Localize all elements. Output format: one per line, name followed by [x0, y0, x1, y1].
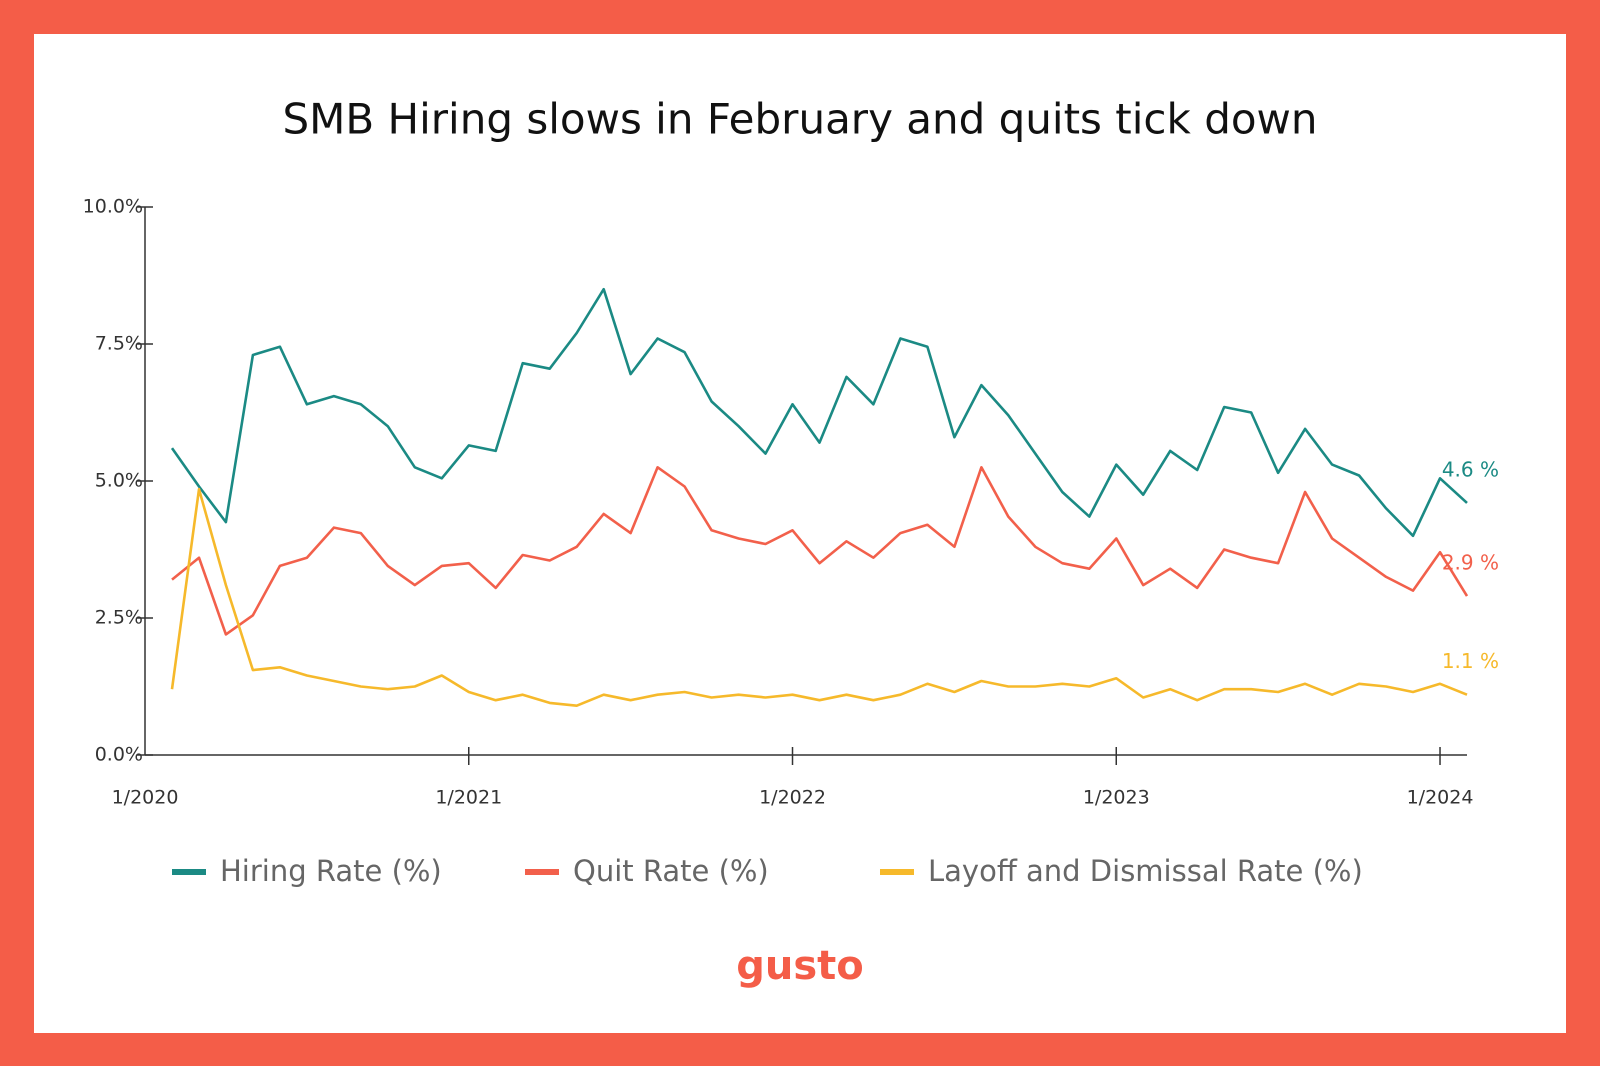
- legend-label: Hiring Rate (%): [220, 854, 442, 888]
- legend-swatch: [525, 869, 559, 875]
- brand-logo: gusto: [736, 943, 864, 989]
- x-tick-label: 1/2024: [1407, 787, 1474, 809]
- end-label: 1.1 %: [1442, 649, 1499, 673]
- y-tick-label: 5.0%: [95, 470, 143, 492]
- end-label: 4.6 %: [1442, 457, 1499, 481]
- x-tick-label: 1/2023: [1083, 787, 1150, 809]
- x-tick-label: 1/2022: [759, 787, 826, 809]
- y-tick-label: 0.0%: [95, 744, 143, 766]
- chart-title: SMB Hiring slows in February and quits t…: [282, 95, 1317, 144]
- y-tick-label: 2.5%: [95, 607, 143, 629]
- legend-swatch: [172, 869, 206, 875]
- legend-label: Quit Rate (%): [573, 854, 769, 888]
- y-tick-label: 10.0%: [83, 196, 143, 218]
- x-tick-label: 1/2020: [112, 787, 179, 809]
- series-line: [170, 487, 1468, 707]
- series-line: [170, 287, 1468, 538]
- end-label: 2.9 %: [1442, 551, 1499, 575]
- panel: [34, 34, 1566, 1033]
- legend-swatch: [880, 869, 914, 875]
- y-tick-label: 7.5%: [95, 333, 143, 355]
- series-line: [171, 466, 1469, 636]
- legend-label: Layoff and Dismissal Rate (%): [928, 854, 1363, 888]
- x-tick-label: 1/2021: [435, 787, 502, 809]
